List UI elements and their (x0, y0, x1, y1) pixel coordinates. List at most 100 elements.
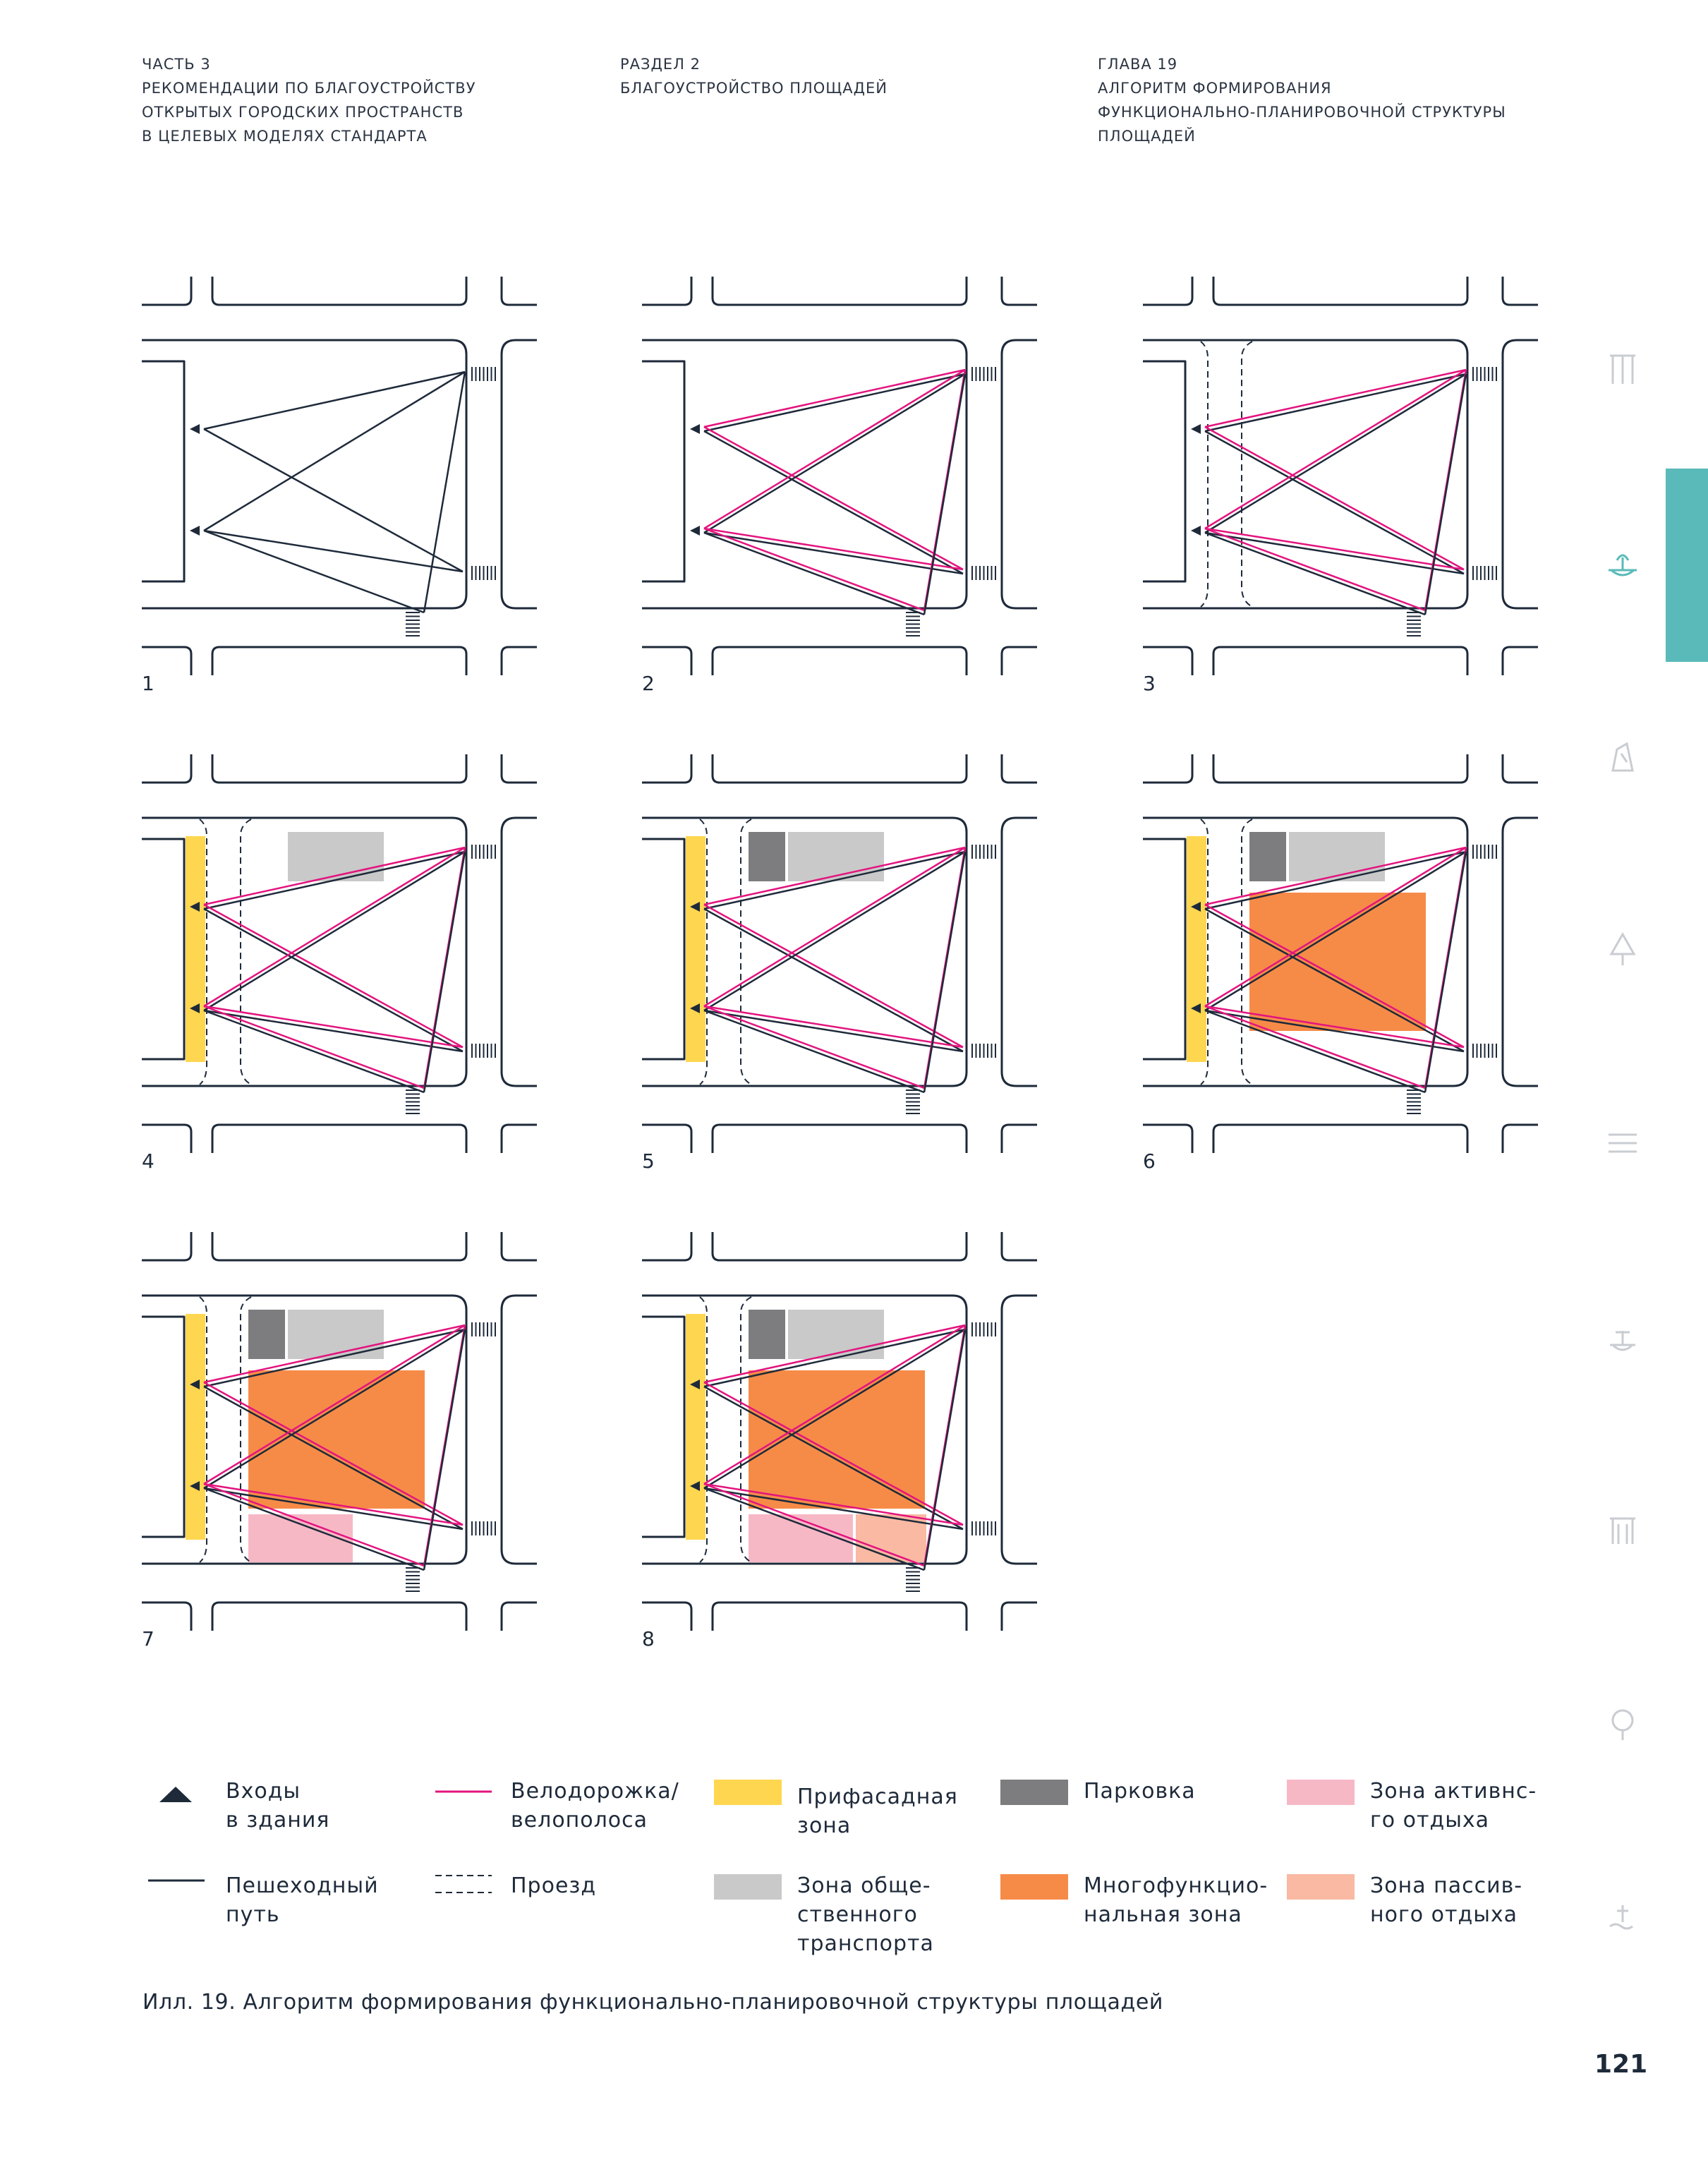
tree-icon[interactable] (1603, 930, 1642, 970)
pedestrian-path (1424, 373, 1467, 615)
pedestrian-path (703, 1385, 964, 1531)
facade-zone (186, 836, 205, 1062)
crosswalks (906, 367, 996, 636)
transport-zone (288, 832, 384, 881)
diagram-label: 7 (142, 1627, 155, 1650)
tree-icon-shape (1609, 931, 1636, 965)
lines-icon[interactable] (1603, 1123, 1642, 1163)
block-right (500, 1294, 537, 1565)
block-right (1000, 339, 1037, 610)
round-tree-icon[interactable] (1603, 1703, 1642, 1743)
bike-path (1204, 903, 1465, 1049)
parking-zone (248, 1310, 285, 1359)
block-top-middle (211, 1232, 468, 1262)
fountain-outline-icon[interactable] (1603, 1317, 1642, 1356)
lines-icon-shape (1609, 1133, 1637, 1153)
pedestrian-path (1204, 373, 1467, 534)
pedestrian-path (703, 531, 925, 616)
bike-path (203, 846, 466, 1008)
block-top-right (1000, 277, 1037, 306)
block-top-right (1501, 754, 1538, 784)
bike-path (703, 527, 964, 571)
pedestrian-path (1204, 373, 1467, 433)
block-bottom-left (142, 1123, 193, 1153)
entrance-marker (190, 1380, 200, 1389)
entrance-marker-legend-icon (159, 1787, 192, 1802)
pedestrian-path (703, 373, 966, 534)
legend-parking: Парковка (1084, 1779, 1196, 1804)
round-tree-icon-shape (1611, 1709, 1634, 1740)
pedestrian-path (1204, 1009, 1426, 1094)
crosswalks (906, 1322, 996, 1592)
block-top-left (1143, 277, 1194, 306)
square-outline (1143, 339, 1469, 610)
block-bottom-right (500, 646, 537, 675)
bike-path (1204, 846, 1467, 1008)
block-bottom-left (642, 1601, 693, 1631)
block-bottom-right (500, 1123, 537, 1153)
block-top-middle (711, 754, 968, 784)
entrance-marker (690, 1380, 700, 1389)
pedestrian-path (923, 1329, 967, 1571)
pedestrian-path (1204, 907, 1465, 1053)
block-top-right (500, 754, 537, 784)
block-top-middle (211, 754, 468, 784)
bike-path (1204, 1005, 1426, 1089)
waterfront-icon[interactable] (1603, 1897, 1642, 1936)
pedestrian-path (923, 373, 967, 615)
pedestrian-path (203, 428, 464, 573)
diagram-3: 3 (1143, 277, 1538, 695)
entrance-marker (1191, 424, 1201, 434)
facade-zone (686, 1314, 705, 1540)
block-bottom-left (142, 646, 193, 675)
bike-path (703, 1483, 925, 1567)
pedestrian-path (423, 371, 466, 613)
pedestrian-path (1204, 430, 1465, 575)
block-right (500, 339, 537, 610)
block-bottom-middle (711, 1123, 968, 1153)
pedestrian-path (703, 850, 966, 910)
columns-icon[interactable] (1603, 350, 1642, 390)
pedestrian-path (1204, 850, 1467, 1012)
pedestrian-path (703, 907, 964, 1053)
header-part: ЧАСТЬ 3 РЕКОМЕНДАЦИИ ПО БЛАГОУСТРОЙСТВУ … (142, 56, 476, 145)
sculpture-icon[interactable] (1603, 737, 1642, 776)
bike-path (703, 846, 966, 906)
facade-zone (186, 1314, 205, 1540)
proezd-right-edge (740, 1296, 752, 1563)
pedestrian-path (203, 1487, 464, 1531)
block-bottom-left (642, 1123, 693, 1153)
block-bottom-middle (711, 646, 968, 675)
active-swatch (1287, 1780, 1355, 1805)
pedestrian-path (203, 370, 466, 532)
diagram-label: 2 (642, 672, 655, 695)
diagram-8: 8 (642, 1232, 1037, 1650)
proezd-right-edge (240, 1296, 252, 1563)
diagram-label: 8 (642, 1627, 655, 1650)
square-outline (142, 339, 468, 610)
page-number: 121 (1594, 2050, 1648, 2079)
proezd-left-edge (1200, 819, 1209, 1085)
bike-path (703, 1324, 966, 1384)
pedestrian-path (703, 373, 966, 433)
building-wall (1143, 838, 1187, 1061)
block-bottom-middle (1212, 646, 1469, 675)
entrance-marker (190, 902, 200, 912)
entrance-marker (690, 526, 700, 536)
facade-swatch (714, 1780, 782, 1805)
fountain-icon[interactable] (1603, 543, 1642, 583)
diagram-6: 6 (1143, 754, 1538, 1173)
gate-icon[interactable] (1603, 1510, 1642, 1550)
chapter-tab[interactable] (1666, 469, 1708, 662)
block-top-left (642, 1232, 693, 1262)
bike-path (203, 1005, 464, 1049)
crosswalks (406, 367, 496, 636)
bike-path (203, 1005, 425, 1089)
block-bottom-right (500, 1601, 537, 1631)
multi-zone (749, 1370, 925, 1509)
legend-facade: Прифасадная зона (797, 1785, 958, 1838)
proezd-right-edge (1241, 819, 1253, 1085)
multi-swatch (1000, 1874, 1068, 1900)
diagram-label: 1 (142, 672, 155, 695)
square-outline (142, 816, 468, 1087)
